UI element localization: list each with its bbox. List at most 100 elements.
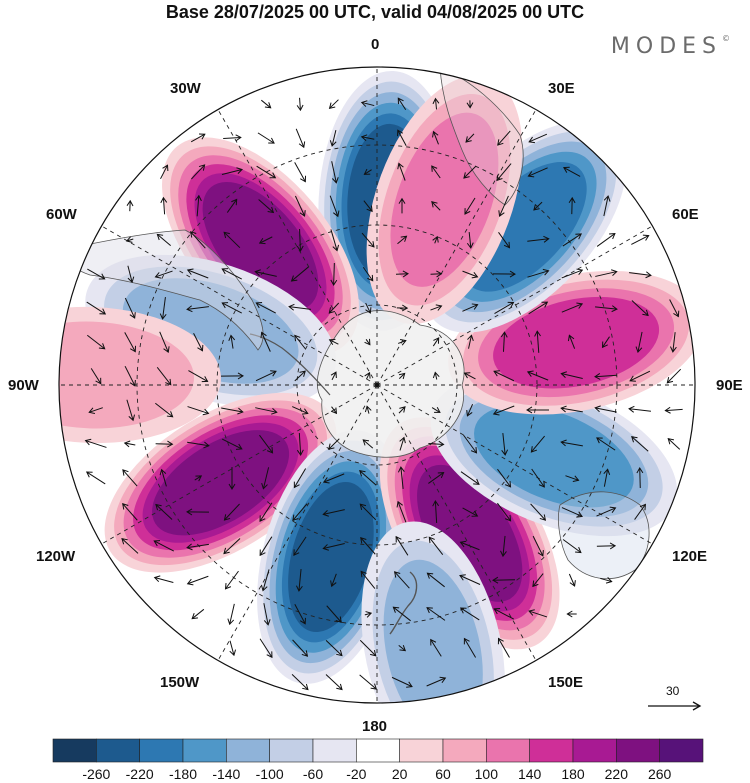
wind-arrow <box>596 506 617 517</box>
wind-arrow <box>493 608 514 620</box>
wind-arrow <box>430 304 443 311</box>
colorbar-tick-label: -260 <box>82 766 111 782</box>
colorbar-tick-label: -60 <box>302 766 324 782</box>
wind-arrow <box>398 406 406 414</box>
wind-arrow <box>156 233 171 246</box>
anomaly-contour <box>152 430 290 536</box>
wind-arrow <box>397 466 405 489</box>
anomaly-contour <box>288 481 374 633</box>
wind-arrow <box>397 162 406 181</box>
wind-arrow <box>430 270 443 278</box>
wind-arrow <box>260 331 271 352</box>
colorbar-bin <box>182 738 227 763</box>
wind-arrow <box>90 368 102 385</box>
new-zealand-land <box>389 571 418 635</box>
wind-arrow <box>228 466 236 490</box>
wind-arrow <box>364 611 373 618</box>
wind-arrow <box>463 434 478 454</box>
wind-arrow <box>500 535 507 558</box>
wind-arrow <box>431 406 441 413</box>
wind-arrow <box>561 302 584 313</box>
wind-arrow <box>124 332 137 353</box>
wind-arrow <box>595 269 618 277</box>
lon-label-30e: 30E <box>548 80 575 97</box>
wind-arrow <box>159 331 170 354</box>
wind-arrow <box>193 333 204 352</box>
wind-arrow <box>259 638 273 659</box>
wind-arrow <box>190 133 206 143</box>
colorbar-bin <box>486 738 530 763</box>
wind-arrow <box>260 99 272 109</box>
wind-arrow <box>562 233 583 247</box>
wind-arrow <box>669 332 677 353</box>
wind-arrow <box>563 166 581 177</box>
wind-arrow <box>393 571 410 589</box>
wind-arrow <box>153 575 174 583</box>
wind-arrow <box>194 475 203 482</box>
wind-arrow <box>126 399 136 422</box>
wind-arrow <box>295 128 306 149</box>
colorbar-tick-label: 260 <box>647 766 672 782</box>
wind-arrow <box>395 535 409 556</box>
wind-arrow <box>85 471 106 485</box>
wind-arrow <box>568 573 576 587</box>
wind-arrow <box>294 334 306 349</box>
wind-arrow <box>187 441 210 449</box>
wind-arrow <box>636 467 644 489</box>
antarctica-land <box>316 310 465 458</box>
wind-arrow <box>221 407 244 415</box>
wind-arrow <box>603 468 611 487</box>
meridian-line <box>376 384 653 545</box>
wind-arrow <box>363 168 372 175</box>
wind-arrow <box>497 130 511 146</box>
wind-arrow <box>191 608 205 620</box>
wind-arrow <box>432 371 440 380</box>
map-title: Base 28/07/2025 00 UTC, valid 04/08/2025… <box>165 2 585 22</box>
wind-arrow <box>360 570 376 589</box>
meridian-line <box>217 109 378 386</box>
colorbar-tick-label: 220 <box>604 766 629 782</box>
wind-arrow <box>531 468 545 488</box>
meridian-line <box>217 384 378 661</box>
wind-arrow <box>492 576 516 584</box>
wind-arrow <box>594 372 618 380</box>
brand-logo: MODES© <box>610 34 730 59</box>
anomaly-contour <box>474 405 634 508</box>
lon-label-30w: 30W <box>170 80 201 97</box>
wind-arrow <box>186 268 209 279</box>
lon-label-150e: 150E <box>548 674 584 691</box>
south-pole-marker <box>374 382 380 388</box>
wind-arrow <box>396 304 409 312</box>
wind-arrow <box>463 165 477 179</box>
wind-arrow <box>466 403 474 417</box>
wind-arrow <box>330 262 338 286</box>
wind-arrow <box>84 438 107 448</box>
colorbar-bin <box>52 738 97 763</box>
lon-label-60e: 60E <box>672 206 699 223</box>
wind-arrow <box>359 470 377 486</box>
colorbar-tick-label: 180 <box>561 766 585 782</box>
wind-arrow <box>596 437 616 451</box>
wind-arrow <box>331 161 339 184</box>
colorbar-bin <box>356 738 400 763</box>
wind-arrow <box>399 436 406 451</box>
wind-arrow <box>256 165 277 179</box>
colorbar-bin <box>529 738 574 763</box>
wind-arrow <box>391 676 413 688</box>
wind-arrow <box>187 406 210 416</box>
wind-arrow <box>154 270 173 279</box>
wind-arrow <box>86 334 106 350</box>
colorbar-tick-label: -20 <box>346 766 367 782</box>
wind-arrow <box>293 468 307 489</box>
wind-arrow <box>257 132 275 144</box>
wind-arrow <box>191 164 206 180</box>
colorbar-bin <box>399 738 444 763</box>
anomaly-northeast-high <box>366 75 523 325</box>
wind-arrow <box>361 232 375 248</box>
colorbar-tick-label: 20 <box>391 766 408 782</box>
wind-arrow <box>603 195 611 217</box>
wind-arrow <box>360 134 375 142</box>
wind-arrow <box>466 100 474 109</box>
wind-arrow <box>498 195 509 217</box>
wind-arrow <box>432 337 440 347</box>
